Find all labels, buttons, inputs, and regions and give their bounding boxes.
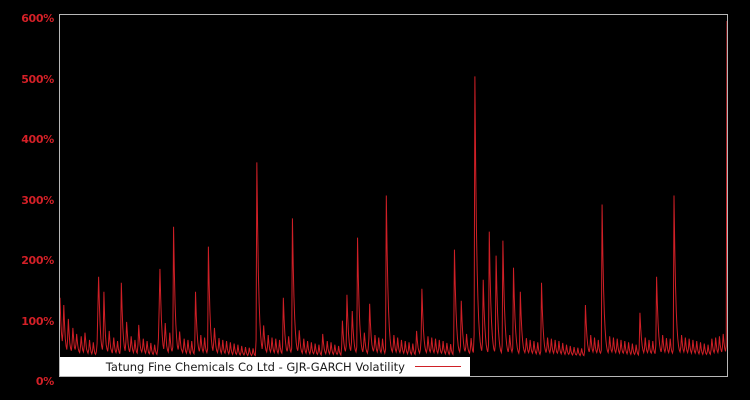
plot-area [59,14,728,377]
y-axis-tick-600: 600% [0,7,54,26]
y-axis-tick-0: 0% [0,370,54,389]
y-axis-tick-label: 500% [21,72,54,86]
y-axis-tick-label: 600% [21,12,54,25]
y-axis-tick-label: 300% [21,193,54,207]
y-axis-tick-label: 0% [35,375,54,388]
series-path [60,21,727,357]
y-axis-tick-label: 200% [21,254,54,267]
legend-line-sample [415,366,461,367]
volatility-series-line [60,21,727,357]
y-axis-tick-label: 100% [21,314,54,328]
y-axis-tick-400: 400% [0,128,54,147]
y-axis-tick-label: 400% [21,133,54,146]
y-axis-tick-200: 200% [0,249,54,268]
legend: Tatung Fine Chemicals Co Ltd - GJR-GARCH… [60,357,470,376]
legend-label: Tatung Fine Chemicals Co Ltd - GJR-GARCH… [105,359,405,374]
y-axis-tick-100: 100% [0,310,54,329]
y-axis-tick-300: 300% [0,189,54,208]
y-axis-tick-500: 500% [0,68,54,87]
